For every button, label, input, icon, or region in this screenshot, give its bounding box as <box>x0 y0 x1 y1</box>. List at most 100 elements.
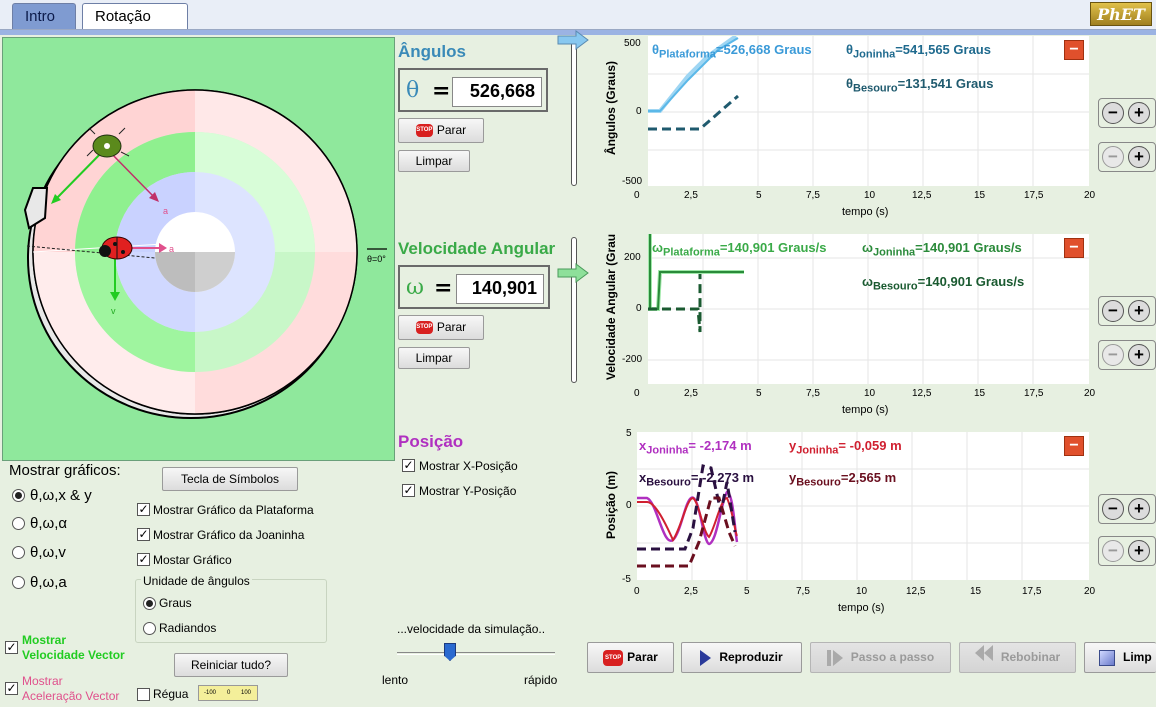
sim-speed-fast-label: rápido <box>524 673 558 687</box>
minimize-angle-graph-button[interactable]: − <box>1064 40 1084 60</box>
zoom-in-horizontal-button[interactable]: + <box>1128 146 1150 168</box>
minimize-position-graph-button[interactable]: − <box>1064 436 1084 456</box>
zoom-out-horizontal-button[interactable]: − <box>1102 344 1124 366</box>
playback-play-button[interactable]: Reproduzir <box>681 642 802 673</box>
ruler-checkbox[interactable] <box>137 688 150 701</box>
velocity-graph-bracket <box>571 237 577 383</box>
zoom-in-vertical-button[interactable]: + <box>1128 300 1150 322</box>
playback-step-button[interactable]: Passo a passo <box>810 642 951 673</box>
step-icon-arrow <box>832 649 843 666</box>
play-area[interactable]: θ=0° a a v <box>2 37 395 461</box>
clear-icon <box>1099 649 1115 666</box>
show-x-position-label: Mostrar X-Posição <box>419 459 518 473</box>
show-graph-checkbox[interactable]: ✓ <box>137 552 150 566</box>
stop-icon: STOP <box>415 321 433 335</box>
velocity-clear-button[interactable]: Limpar <box>398 347 470 369</box>
velocity-ytick: -200 <box>622 354 643 365</box>
arrow-icon <box>557 263 589 283</box>
angle-stop-button[interactable]: STOP Parar <box>398 118 484 143</box>
position-graph-ylabel-container: Posição (m) <box>602 432 620 580</box>
acceleration-vector-checkbox[interactable]: ✓ <box>5 681 18 695</box>
minimize-velocity-graph-button[interactable]: − <box>1064 238 1084 258</box>
zoom-in-vertical-button[interactable]: + <box>1128 102 1150 124</box>
symbols-key-button[interactable]: Tecla de Símbolos <box>162 467 298 491</box>
angle-clear-button[interactable]: Limpar <box>398 150 470 172</box>
show-y-position-checkbox[interactable]: ✓ <box>402 483 415 497</box>
velocity-label: v <box>111 306 116 316</box>
velocity-graph[interactable]: ωPlataforma=140,901 Graus/s ωJoninha=140… <box>648 234 1089 384</box>
zoom-out-horizontal-button[interactable]: − <box>1102 146 1124 168</box>
tab-intro[interactable]: Intro <box>12 3 76 29</box>
accel-label-beetle: a <box>163 206 168 216</box>
zoom-out-vertical-button[interactable]: − <box>1102 300 1124 322</box>
playback-clear-button[interactable]: Limp <box>1084 642 1156 673</box>
velocity-xlabel: tempo (s) <box>842 404 889 416</box>
tab-rotation[interactable]: Rotação <box>82 3 188 29</box>
zoom-out-vertical-button[interactable]: − <box>1102 102 1124 124</box>
ladybug-graph-checkbox[interactable]: ✓ <box>137 527 150 541</box>
degrees-label: Graus <box>159 596 192 610</box>
position-title: Posição <box>398 432 464 451</box>
position-graph[interactable]: xJoninha= -2,174 m yJoninha= -0,059 m xB… <box>637 432 1089 580</box>
show-graphs-title: Mostrar gráficos: <box>9 462 121 479</box>
angle-readout-platform: θPlataforma=526,668 Graus <box>652 42 812 61</box>
velocity-vector-checkbox[interactable]: ✓ <box>5 640 18 654</box>
sim-speed-track[interactable] <box>397 652 555 655</box>
platform-graph-label: Mostrar Gráfico da Plataforma <box>153 503 314 517</box>
graph-option-radio-2[interactable] <box>12 517 25 530</box>
angle-input[interactable]: 526,668 <box>452 77 542 107</box>
beetle-icon[interactable] <box>86 127 130 158</box>
angle-ytick: 0 <box>636 106 642 117</box>
radians-radio[interactable] <box>143 622 156 635</box>
angle-graph[interactable]: θPlataforma=526,668 Graus θJoninha=541,5… <box>648 34 1089 186</box>
playback-stop-button[interactable]: STOP Parar <box>587 642 674 673</box>
sim-speed-thumb[interactable] <box>444 643 456 661</box>
sim-speed-slow-label: lento <box>382 673 409 687</box>
velocity-vector-label-1: Mostrar <box>22 633 67 647</box>
ladybug-icon[interactable] <box>99 236 133 260</box>
graph-option-label-3: θ,ω,v <box>30 544 66 561</box>
angle-value-box: θ = 526,668 <box>398 68 548 112</box>
velocity-stop-button[interactable]: STOP Parar <box>398 315 484 340</box>
arrow-icon <box>557 30 589 50</box>
rewind-icon <box>974 643 993 672</box>
zoom-out-vertical-button[interactable]: − <box>1102 498 1124 520</box>
graph-option-label-4: θ,ω,a <box>30 574 67 591</box>
phet-logo: PhET <box>1090 2 1152 26</box>
angle-graph-ylabel-container: Ângulos (Graus) <box>602 36 620 186</box>
position-graph-ylabel: Posição (m) <box>604 471 618 540</box>
show-y-position-label: Mostrar Y-Posição <box>419 484 517 498</box>
beetle-x-line <box>637 464 737 551</box>
rotating-platform[interactable]: θ=0° a a v <box>3 38 395 461</box>
zoom-in-horizontal-button[interactable]: + <box>1128 344 1150 366</box>
beetle-angle-line <box>648 94 739 131</box>
equals-sign: = <box>432 78 451 104</box>
graph-option-radio-1[interactable] <box>12 489 25 502</box>
position-xlabel: tempo (s) <box>838 602 885 614</box>
angle-xticks: 0 2,5 5 7,5 10 12,5 15 17,5 20 <box>634 190 1096 201</box>
platform-graph-checkbox[interactable]: ✓ <box>137 502 150 516</box>
stop-icon: STOP <box>603 649 624 666</box>
angle-ytick: 500 <box>624 38 641 49</box>
zoom-in-horizontal-button[interactable]: + <box>1128 540 1150 562</box>
graph-option-radio-4[interactable] <box>12 576 25 589</box>
zoom-out-horizontal-button[interactable]: − <box>1102 540 1124 562</box>
angle-xlabel: tempo (s) <box>842 206 889 218</box>
degrees-radio[interactable] <box>143 597 156 610</box>
step-icon <box>826 649 831 666</box>
ladybug-y-line <box>637 496 738 543</box>
sim-speed-label: ...velocidade da simulação.. <box>397 622 546 636</box>
reset-all-button[interactable]: Reiniciar tudo? <box>174 653 288 677</box>
velocity-readout-beetle: ωBesouro=140,901 Graus/s <box>862 274 1025 293</box>
position-xticks: 0 2,5 5 7,5 10 12,5 15 17,5 20 <box>634 586 1096 597</box>
velocity-ytick: 0 <box>636 303 642 314</box>
velocity-input[interactable]: 140,901 <box>456 274 544 304</box>
playback-rewind-button[interactable]: Rebobinar <box>959 642 1076 673</box>
show-x-position-checkbox[interactable]: ✓ <box>402 458 415 472</box>
velocity-readout-ladybug: ωJoninha=140,901 Graus/s <box>862 240 1022 259</box>
zoom-in-vertical-button[interactable]: + <box>1128 498 1150 520</box>
tab-bar: Intro Rotação PhET <box>0 0 1156 30</box>
graph-option-label-2: θ,ω,α <box>30 515 68 532</box>
beetle-acceleration-vector <box>105 147 156 199</box>
graph-option-radio-3[interactable] <box>12 546 25 559</box>
